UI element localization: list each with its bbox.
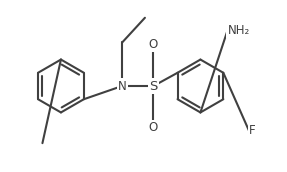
Text: S: S bbox=[149, 79, 158, 93]
Text: NH₂: NH₂ bbox=[228, 24, 250, 37]
Text: O: O bbox=[149, 38, 158, 51]
Text: N: N bbox=[118, 79, 127, 93]
Text: F: F bbox=[249, 124, 255, 137]
Text: O: O bbox=[149, 121, 158, 134]
